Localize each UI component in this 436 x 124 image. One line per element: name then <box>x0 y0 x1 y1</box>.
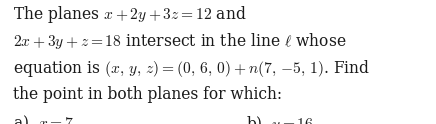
Text: The planes $x + 2y + 3z = 12$ and: The planes $x + 2y + 3z = 12$ and <box>13 4 247 25</box>
Text: b)  $y = 16$: b) $y = 16$ <box>246 114 314 124</box>
Text: a)  $x = 7$: a) $x = 7$ <box>13 114 74 124</box>
Text: $2x + 3y + z = 18$ intersect in the line $\ell$ whose: $2x + 3y + z = 18$ intersect in the line… <box>13 31 347 51</box>
Text: equation is $(x,\, y,\, z) = (0,\, 6,\, 0) + n(7,\, {-5},\, 1)$. Find: equation is $(x,\, y,\, z) = (0,\, 6,\, … <box>13 58 371 79</box>
Text: the point in both planes for which:: the point in both planes for which: <box>13 86 282 103</box>
